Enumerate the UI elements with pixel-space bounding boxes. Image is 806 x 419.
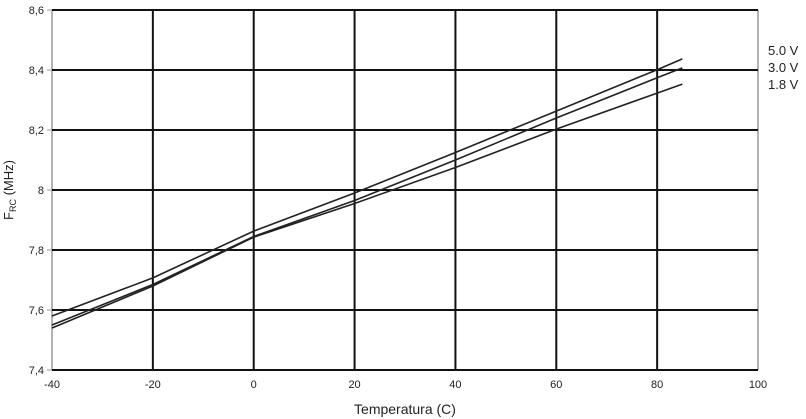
x-axis-label: Temperatura (C) [354,401,456,417]
x-tick-label: 60 [550,379,562,391]
series-line-30V [51,67,683,326]
y-tick-label: 8 [38,185,44,197]
legend-label: 1.8 V [768,77,799,92]
y-tick-label: 7,8 [29,245,44,257]
x-tick-label: -40 [44,379,60,391]
y-tick-label: 8,6 [29,5,44,17]
tick-labels: -40 -20 0 20 40 60 80 100 7,4 7,6 7,8 8 8,2 8,4 8,6 [29,5,767,391]
series-line-18V [51,83,683,329]
legend: 5.0 V 3.0 V 1.8 V [768,43,799,92]
legend-label: 3.0 V [768,60,799,75]
series-lines [51,58,683,329]
x-tick-label: -20 [145,379,161,391]
y-tick-label: 7,4 [29,365,44,377]
x-tick-label: 20 [348,379,360,391]
y-tick-label: 8,4 [29,65,44,77]
x-tick-label: 40 [449,379,461,391]
x-tick-label: 0 [251,379,257,391]
x-tick-label: 80 [651,379,663,391]
y-tick-label: 7,6 [29,305,44,317]
x-tick-label: 100 [749,379,767,391]
legend-label: 5.0 V [768,43,799,58]
series-line-50V [51,58,683,317]
y-axis-label: FRC (MHz) [1,160,18,220]
grid [47,9,759,371]
y-tick-label: 8,2 [29,125,44,137]
